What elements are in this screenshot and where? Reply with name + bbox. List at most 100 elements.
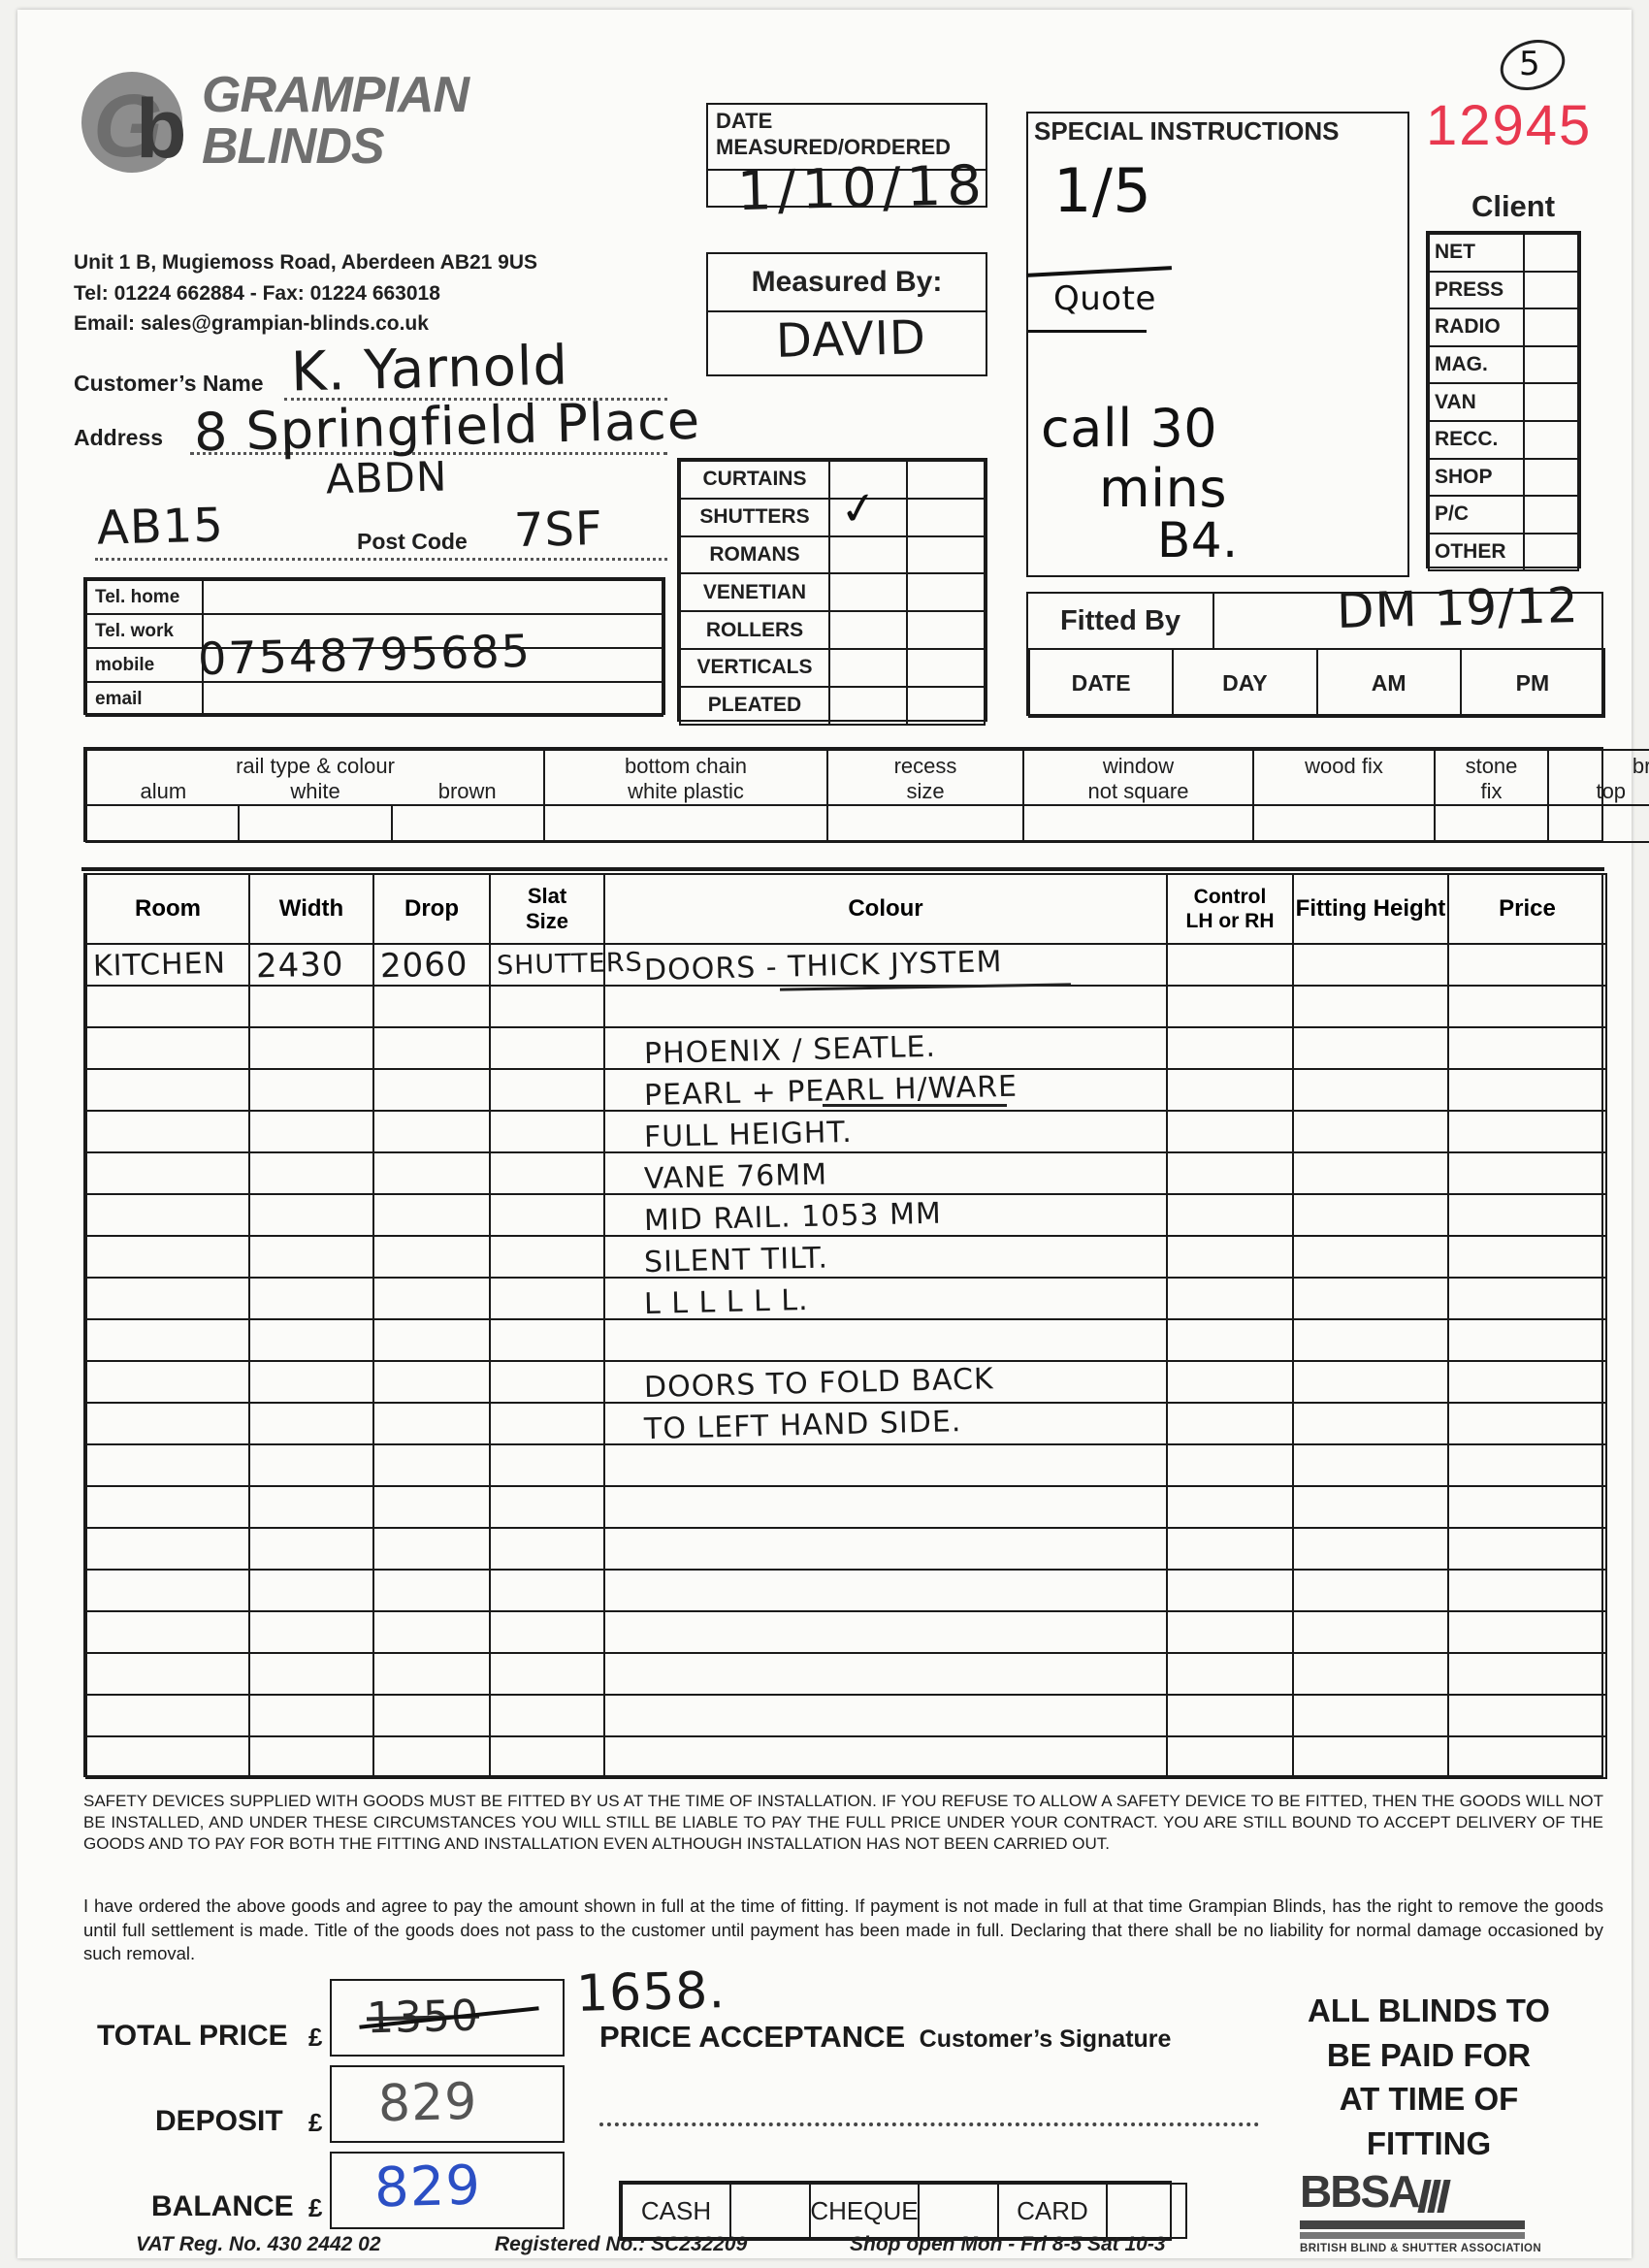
order-cell-colour[interactable]	[603, 1694, 1168, 1737]
order-cell-room[interactable]	[85, 1735, 250, 1779]
client-check-recc[interactable]	[1523, 419, 1579, 460]
order-cell-fitting[interactable]	[1292, 1235, 1449, 1279]
order-cell-width[interactable]	[248, 1277, 374, 1320]
payment-check-card[interactable]	[1106, 2183, 1187, 2239]
order-cell-colour[interactable]	[603, 1735, 1168, 1779]
order-cell-fitting[interactable]	[1292, 1402, 1449, 1445]
product-type-note-verticals[interactable]	[906, 647, 986, 688]
payment-check-cheque[interactable]	[918, 2183, 999, 2239]
product-type-note-romans[interactable]	[906, 535, 986, 575]
order-cell-slat[interactable]	[489, 1026, 605, 1070]
contact-value-0[interactable]	[202, 579, 663, 615]
order-cell-width[interactable]	[248, 1694, 374, 1737]
total-price-field[interactable]	[330, 1979, 565, 2057]
order-cell-fitting[interactable]	[1292, 1068, 1449, 1112]
order-cell-colour[interactable]	[603, 1610, 1168, 1654]
order-cell-room[interactable]	[85, 1235, 250, 1279]
order-cell-room[interactable]: KITCHEN	[85, 943, 250, 987]
order-cell-drop[interactable]	[372, 985, 491, 1028]
order-cell-fitting[interactable]	[1292, 1652, 1449, 1696]
order-cell-width[interactable]	[248, 1193, 374, 1237]
order-cell-slat[interactable]	[489, 1110, 605, 1153]
order-cell-drop[interactable]	[372, 1110, 491, 1153]
order-cell-drop[interactable]	[372, 1652, 491, 1696]
fix-group-input-6[interactable]	[1547, 804, 1649, 843]
order-cell-slat[interactable]	[489, 1485, 605, 1529]
order-cell-colour[interactable]: VANE 76MM	[603, 1151, 1168, 1196]
order-cell-slat[interactable]	[489, 1652, 605, 1696]
order-cell-price[interactable]	[1447, 1527, 1607, 1571]
fix-group-input-0[interactable]	[85, 804, 545, 843]
signature-line[interactable]	[599, 2122, 1259, 2126]
product-type-check-romans[interactable]	[828, 535, 908, 575]
order-cell-fitting[interactable]	[1292, 1110, 1449, 1153]
order-cell-price[interactable]	[1447, 1360, 1607, 1404]
balance-field[interactable]	[330, 2152, 565, 2229]
order-cell-control[interactable]	[1166, 1402, 1294, 1445]
order-cell-room[interactable]	[85, 1485, 250, 1529]
order-cell-control[interactable]	[1166, 1527, 1294, 1571]
order-cell-drop[interactable]	[372, 1277, 491, 1320]
order-cell-colour[interactable]: TO LEFT HAND SIDE.	[603, 1402, 1168, 1446]
order-cell-drop[interactable]	[372, 1360, 491, 1404]
order-cell-slat[interactable]	[489, 1360, 605, 1404]
order-cell-control[interactable]	[1166, 1485, 1294, 1529]
order-cell-slat[interactable]: SHUTTERS	[489, 943, 643, 987]
order-cell-drop[interactable]	[372, 1443, 491, 1487]
order-cell-room[interactable]	[85, 1360, 250, 1404]
client-check-other[interactable]	[1523, 532, 1579, 572]
order-cell-colour[interactable]	[603, 1485, 1168, 1529]
order-cell-fitting[interactable]	[1292, 1569, 1449, 1612]
product-type-check-pleated[interactable]	[828, 685, 908, 726]
order-cell-drop[interactable]	[372, 1402, 491, 1445]
order-cell-room[interactable]	[85, 1068, 250, 1112]
client-check-radio[interactable]	[1523, 308, 1579, 347]
order-cell-slat[interactable]	[489, 1735, 605, 1779]
order-cell-price[interactable]	[1447, 1318, 1607, 1362]
order-cell-width[interactable]	[248, 1652, 374, 1696]
order-cell-fitting[interactable]	[1292, 1735, 1449, 1779]
order-cell-colour[interactable]	[603, 1443, 1168, 1487]
fix-group-input-2[interactable]	[826, 804, 1024, 843]
order-cell-slat[interactable]	[489, 1402, 605, 1445]
order-cell-room[interactable]	[85, 1569, 250, 1612]
order-cell-slat[interactable]	[489, 1235, 605, 1279]
order-cell-price[interactable]	[1447, 1443, 1607, 1487]
order-cell-room[interactable]	[85, 1193, 250, 1237]
fitted-by-col-pm[interactable]: PM	[1459, 648, 1606, 718]
order-cell-control[interactable]	[1166, 1277, 1294, 1320]
order-cell-width[interactable]	[248, 1026, 374, 1070]
order-cell-control[interactable]	[1166, 1610, 1294, 1654]
order-cell-control[interactable]	[1166, 1694, 1294, 1737]
order-cell-colour[interactable]: L L L L L L.	[603, 1277, 1168, 1321]
fix-group-input-3[interactable]	[1022, 804, 1254, 843]
order-cell-room[interactable]	[85, 1527, 250, 1571]
order-cell-control[interactable]	[1166, 943, 1294, 987]
order-cell-slat[interactable]	[489, 1443, 605, 1487]
order-cell-control[interactable]	[1166, 1360, 1294, 1404]
client-check-mag[interactable]	[1523, 344, 1579, 385]
order-cell-control[interactable]	[1166, 1569, 1294, 1612]
order-cell-colour[interactable]: SILENT TILT.	[603, 1235, 1168, 1280]
order-cell-price[interactable]	[1447, 1485, 1607, 1529]
order-cell-width[interactable]	[248, 1569, 374, 1612]
order-cell-width[interactable]	[248, 1402, 374, 1445]
order-cell-drop[interactable]	[372, 1485, 491, 1529]
order-cell-colour[interactable]: FULL HEIGHT.	[603, 1110, 1168, 1154]
order-cell-colour[interactable]: DOORS TO FOLD BACK	[603, 1360, 1168, 1405]
order-cell-fitting[interactable]	[1292, 943, 1449, 987]
order-cell-room[interactable]	[85, 1110, 250, 1153]
order-cell-drop[interactable]	[372, 1026, 491, 1070]
order-cell-price[interactable]	[1447, 1402, 1607, 1445]
order-cell-width[interactable]	[248, 985, 374, 1028]
order-cell-room[interactable]	[85, 1443, 250, 1487]
order-cell-colour[interactable]	[603, 1527, 1168, 1571]
order-cell-room[interactable]	[85, 1277, 250, 1320]
order-cell-price[interactable]	[1447, 1735, 1607, 1779]
order-cell-drop[interactable]	[372, 1735, 491, 1779]
order-cell-control[interactable]	[1166, 1193, 1294, 1237]
order-cell-price[interactable]	[1447, 1110, 1607, 1153]
order-cell-drop[interactable]	[372, 1694, 491, 1737]
order-cell-control[interactable]	[1166, 1443, 1294, 1487]
order-cell-control[interactable]	[1166, 1110, 1294, 1153]
